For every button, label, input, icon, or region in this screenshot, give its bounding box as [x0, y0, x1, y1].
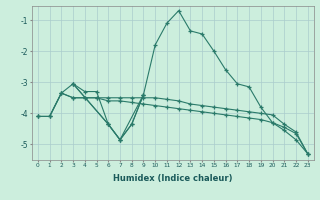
X-axis label: Humidex (Indice chaleur): Humidex (Indice chaleur)	[113, 174, 233, 183]
